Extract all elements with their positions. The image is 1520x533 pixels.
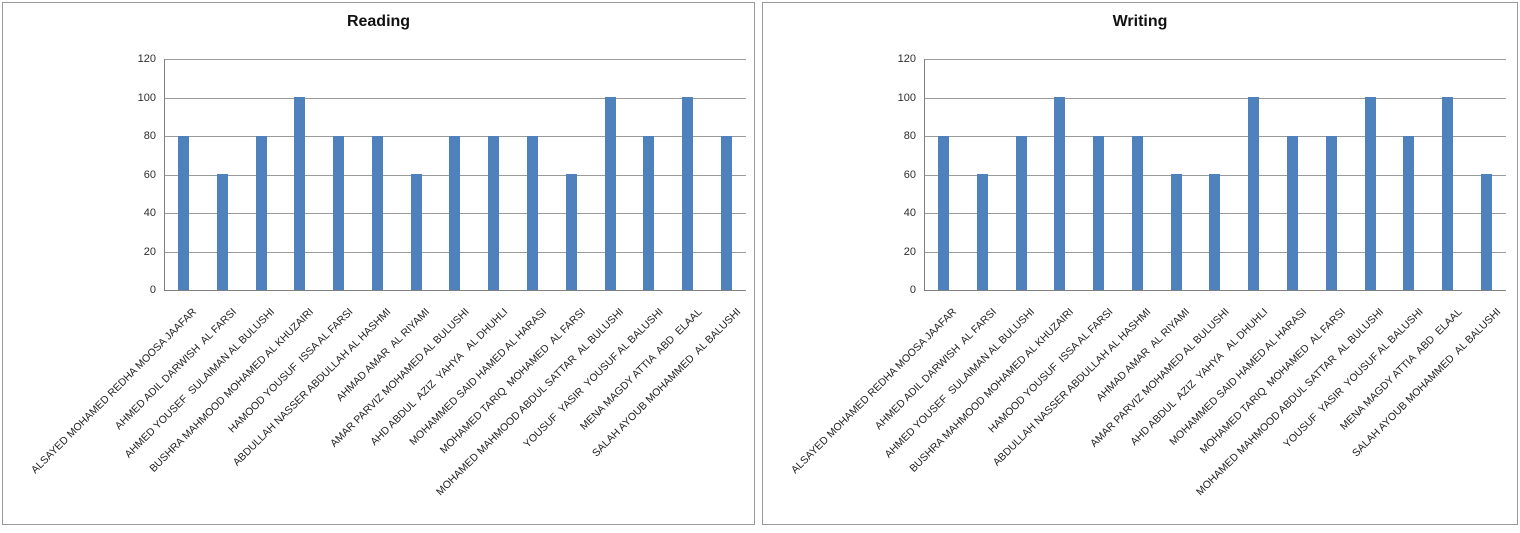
bar-reading-5[interactable] <box>372 136 383 290</box>
y-tick-label: 0 <box>909 284 916 296</box>
bar-reading-6[interactable] <box>411 174 422 290</box>
bar-reading-14[interactable] <box>721 136 732 290</box>
x-category-label-text: AHD ABDUL AZIZ YAHYA AL DHUHLI <box>368 306 511 449</box>
x-category-label-text: AHD ABDUL AZIZ YAHYA AL DHUHLI <box>1128 306 1271 449</box>
x-category-label-text: MOHAMED MAHMOOD ABDUL SATTAR AL BULUSHI <box>1194 306 1387 499</box>
gridline <box>924 59 1506 60</box>
bar-writing-4[interactable] <box>1093 136 1104 290</box>
bar-reading-0[interactable] <box>178 136 189 290</box>
bar-writing-7[interactable] <box>1209 174 1220 290</box>
writing-chart-panel[interactable]: Writing 0 20 40 60 80 100 120 ALSAYED MOHAMED R… <box>762 2 1518 525</box>
x-category-label-text: AMAR PARVIZ MOHAMED AL BULUSHI <box>1087 306 1232 450</box>
gridline <box>164 98 746 99</box>
y-axis-line <box>164 59 165 291</box>
x-category-label-text: MOHAMED TARIQ MOHAMED AL FARSI <box>1197 306 1348 457</box>
writing-plot-area <box>924 59 1506 291</box>
bar-writing-8[interactable] <box>1248 97 1259 290</box>
y-tick-label: 100 <box>137 92 156 104</box>
x-category-label-text: YOUSUF YASIR YOUSUF AL BALUSHI <box>521 306 666 451</box>
y-tick-label: 20 <box>903 246 916 258</box>
y-tick-label: 0 <box>149 284 156 296</box>
y-tick-label: 100 <box>897 92 916 104</box>
writing-chart-title: Writing <box>1112 13 1168 30</box>
x-category-label-text: MOHAMED MAHMOOD ABDUL SATTAR AL BULUSHI <box>434 306 627 499</box>
y-tick-label: 60 <box>903 169 916 181</box>
bar-writing-10[interactable] <box>1326 136 1337 290</box>
bar-writing-0[interactable] <box>938 136 949 290</box>
reading-chart-title: Reading <box>346 13 411 30</box>
bar-reading-13[interactable] <box>682 97 693 290</box>
bar-reading-12[interactable] <box>643 136 654 290</box>
bar-reading-4[interactable] <box>333 136 344 290</box>
reading-plot-area <box>164 59 746 291</box>
x-axis-line <box>924 290 1506 291</box>
y-tick-label: 40 <box>903 207 916 219</box>
bar-writing-3[interactable] <box>1054 97 1065 290</box>
x-category-label-text: SALAH AYOUB MOHAMMED AL BALUSHI <box>1350 306 1504 460</box>
y-tick-label: 20 <box>143 246 156 258</box>
x-axis-line <box>164 290 746 291</box>
bar-writing-9[interactable] <box>1287 136 1298 290</box>
bar-reading-9[interactable] <box>527 136 538 290</box>
bar-reading-8[interactable] <box>488 136 499 290</box>
x-category-label-text: YOUSUF YASIR YOUSUF AL BALUSHI <box>1281 306 1426 451</box>
bar-writing-12[interactable] <box>1403 136 1414 290</box>
y-tick-label: 120 <box>137 53 156 65</box>
gridline <box>924 136 1506 137</box>
bar-writing-6[interactable] <box>1171 174 1182 290</box>
bar-reading-10[interactable] <box>566 174 577 290</box>
bar-writing-5[interactable] <box>1132 136 1143 290</box>
x-category-label-text: MOHAMMED SAID HAMED AL HARASI <box>407 306 550 448</box>
y-tick-label: 60 <box>143 169 156 181</box>
y-tick-label: 80 <box>143 130 156 142</box>
reading-chart-panel[interactable]: Reading 0 20 40 60 80 100 120 ALSAYED MOHAMED R… <box>2 2 755 525</box>
bar-writing-1[interactable] <box>977 174 988 290</box>
bar-reading-2[interactable] <box>256 136 267 290</box>
gridline <box>924 98 1506 99</box>
y-tick-label: 80 <box>903 130 916 142</box>
bar-reading-3[interactable] <box>294 97 305 290</box>
x-category-label-text: AMAR PARVIZ MOHAMED AL BULUSHI <box>327 306 472 450</box>
x-category-label-text: MOHAMMED SAID HAMED AL HARASI <box>1167 306 1310 448</box>
y-tick-label: 40 <box>143 207 156 219</box>
gridline <box>164 59 746 60</box>
y-tick-label: 120 <box>897 53 916 65</box>
bar-writing-13[interactable] <box>1442 97 1453 290</box>
bar-reading-1[interactable] <box>217 174 228 290</box>
x-category-label-text: MOHAMED TARIQ MOHAMED AL FARSI <box>437 306 588 457</box>
bar-writing-14[interactable] <box>1481 174 1492 290</box>
bar-reading-11[interactable] <box>605 97 616 290</box>
bar-writing-2[interactable] <box>1016 136 1027 290</box>
bar-reading-7[interactable] <box>449 136 460 290</box>
x-category-label-text: SALAH AYOUB MOHAMMED AL BALUSHI <box>590 306 744 460</box>
bar-writing-11[interactable] <box>1365 97 1376 290</box>
y-axis-line <box>924 59 925 291</box>
